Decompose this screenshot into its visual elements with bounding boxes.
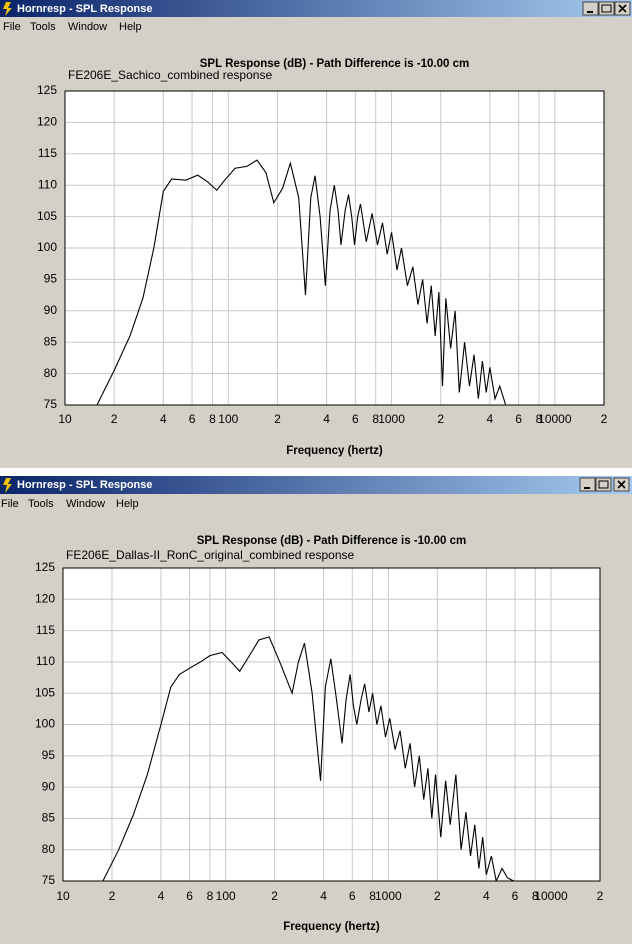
minimize-button[interactable] <box>582 1 599 16</box>
y-tick-label: 85 <box>42 811 56 825</box>
x-tick-label: 8 <box>536 412 543 426</box>
maximize-button[interactable] <box>595 477 612 492</box>
menu-item[interactable]: Window <box>66 498 105 510</box>
x-tick-label: 100 <box>218 412 238 426</box>
x-tick-label: 2 <box>601 412 608 426</box>
y-tick-label: 95 <box>44 272 58 286</box>
x-tick-label: 4 <box>323 412 330 426</box>
y-tick-label: 115 <box>36 623 55 637</box>
chart-title: SPL Response (dB) - Path Difference is -… <box>197 535 466 547</box>
title-bar <box>0 476 632 494</box>
maximize-button[interactable] <box>598 1 615 16</box>
y-tick-label: 100 <box>37 240 57 254</box>
x-tick-label: 10000 <box>538 412 572 426</box>
y-tick-label: 90 <box>44 303 58 317</box>
y-tick-label: 125 <box>37 83 57 97</box>
y-tick-label: 105 <box>35 685 55 699</box>
x-tick-label: 2 <box>597 889 604 903</box>
y-tick-label: 120 <box>37 115 57 129</box>
y-tick-label: 80 <box>42 842 56 856</box>
x-tick-label: 8 <box>532 889 539 903</box>
x-tick-label: 6 <box>352 412 359 426</box>
x-tick-label: 2 <box>271 889 278 903</box>
x-tick-label: 2 <box>111 412 118 426</box>
y-tick-label: 125 <box>35 560 55 574</box>
plot-frame <box>64 90 605 406</box>
close-icon <box>617 480 626 489</box>
x-tick-label: 2 <box>437 412 444 426</box>
response-line <box>96 159 507 405</box>
app-icon <box>3 2 12 16</box>
y-tick-label: 120 <box>35 591 55 605</box>
chart-subtitle: FE206E_Sachico_combined response <box>68 68 272 82</box>
y-tick-label: 115 <box>38 146 57 160</box>
y-tick-label: 100 <box>35 717 55 731</box>
x-tick-label: 8 <box>209 412 216 426</box>
x-tick-label: 6 <box>512 889 519 903</box>
x-tick-label: 10 <box>56 889 70 903</box>
x-tick-label: 6 <box>349 889 356 903</box>
y-tick-label: 85 <box>44 334 58 348</box>
x-tick-label: 2 <box>109 889 116 903</box>
title-bar <box>0 0 632 17</box>
close-icon <box>618 4 627 13</box>
y-tick-label: 75 <box>42 873 56 887</box>
y-tick-label: 110 <box>36 654 55 668</box>
y-tick-label: 110 <box>38 177 57 191</box>
x-tick-label: 2 <box>434 889 441 903</box>
window-buttons <box>579 477 630 492</box>
x-tick-label: 1000 <box>378 412 405 426</box>
window-title: Hornresp - SPL Response <box>17 3 153 15</box>
y-tick-label: 80 <box>44 366 58 380</box>
menu-item[interactable]: File <box>3 21 21 33</box>
window-gap <box>0 468 632 476</box>
menu-item[interactable]: Help <box>119 21 142 33</box>
x-tick-label: 10000 <box>534 889 568 903</box>
y-tick-label: 75 <box>44 397 58 411</box>
maximize-icon <box>601 4 612 13</box>
x-tick-label: 8 <box>372 412 379 426</box>
menu-item[interactable]: Tools <box>28 498 54 510</box>
plot-frame <box>62 567 601 882</box>
x-tick-label: 4 <box>160 412 167 426</box>
x-tick-label: 10 <box>58 412 72 426</box>
x-tick-label: 4 <box>487 412 494 426</box>
x-tick-label: 8 <box>207 889 214 903</box>
menu-item[interactable]: Window <box>68 21 107 33</box>
app-icon <box>3 478 12 493</box>
y-tick-label: 90 <box>42 779 56 793</box>
chart-title: SPL Response (dB) - Path Difference is -… <box>200 58 469 70</box>
maximize-icon <box>598 480 609 489</box>
x-tick-label: 4 <box>320 889 327 903</box>
x-tick-label: 4 <box>483 889 490 903</box>
window-title: Hornresp - SPL Response <box>17 479 153 491</box>
x-tick-label: 6 <box>515 412 522 426</box>
y-tick-label: 95 <box>42 748 56 762</box>
response-line <box>102 636 514 881</box>
x-axis-label: Frequency (hertz) <box>283 921 380 933</box>
menu-item[interactable]: Tools <box>30 21 56 33</box>
x-tick-label: 6 <box>186 889 193 903</box>
x-tick-label: 6 <box>189 412 196 426</box>
x-tick-label: 100 <box>216 889 236 903</box>
window-buttons <box>582 1 631 16</box>
x-tick-label: 1000 <box>375 889 402 903</box>
y-tick-label: 105 <box>37 209 57 223</box>
menu-item[interactable]: File <box>1 498 19 510</box>
minimize-button[interactable] <box>579 477 596 492</box>
menu-item[interactable]: Help <box>116 498 139 510</box>
x-axis-label: Frequency (hertz) <box>286 445 383 457</box>
chart-subtitle: FE206E_Dallas-II_RonC_original_combined … <box>66 548 354 562</box>
x-tick-label: 8 <box>369 889 376 903</box>
x-tick-label: 2 <box>274 412 281 426</box>
x-tick-label: 4 <box>158 889 165 903</box>
